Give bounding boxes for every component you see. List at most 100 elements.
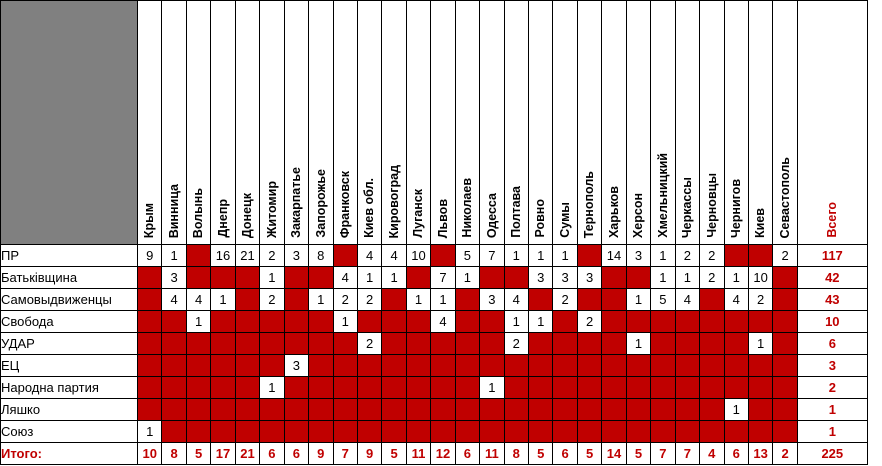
empty-cell <box>527 398 554 421</box>
seat-count-cell: 3 <box>161 266 187 289</box>
party-total: 1 <box>796 420 868 443</box>
empty-cell <box>650 420 676 443</box>
itogo-value: 7 <box>332 442 358 465</box>
seat-count-cell: 2 <box>747 288 774 311</box>
empty-cell <box>259 332 285 355</box>
seat-count-cell: 2 <box>772 244 798 267</box>
empty-cell <box>650 398 676 421</box>
seat-count-cell: 1 <box>747 332 774 355</box>
seat-count-cell: 4 <box>381 244 407 267</box>
empty-cell <box>527 288 554 311</box>
empty-cell <box>479 266 505 289</box>
seat-count-cell: 1 <box>625 332 652 355</box>
itogo-value: 6 <box>259 442 285 465</box>
seat-count-cell: 1 <box>454 266 481 289</box>
empty-cell <box>136 376 163 399</box>
party-name: Народна партия <box>0 376 138 399</box>
empty-cell <box>454 420 481 443</box>
seat-count-cell: 3 <box>576 266 603 289</box>
itogo-value: 11 <box>479 442 505 465</box>
region-header: Донецк <box>234 0 261 245</box>
party-name: Батьківщина <box>0 266 138 289</box>
region-header: Франковск <box>332 0 358 245</box>
empty-cell <box>332 376 358 399</box>
itogo-value: 5 <box>527 442 554 465</box>
region-header: Киев <box>747 0 774 245</box>
empty-cell <box>234 376 261 399</box>
seat-count-cell: 2 <box>699 266 725 289</box>
empty-cell <box>185 244 212 267</box>
seat-count-cell: 1 <box>308 288 334 311</box>
empty-cell <box>747 310 774 333</box>
empty-cell <box>625 266 652 289</box>
region-header: Ровно <box>527 0 554 245</box>
empty-cell <box>479 310 505 333</box>
party-row: Свобода 1 1 4 1 1 2 10 <box>0 310 868 333</box>
empty-cell <box>625 376 652 399</box>
itogo-value: 14 <box>601 442 627 465</box>
region-header: Херсон <box>625 0 652 245</box>
empty-cell <box>210 332 236 355</box>
itogo-value: 4 <box>699 442 725 465</box>
empty-cell <box>454 310 481 333</box>
empty-cell <box>552 332 578 355</box>
seat-count-cell: 2 <box>576 310 603 333</box>
empty-cell <box>332 398 358 421</box>
empty-cell <box>723 376 749 399</box>
itogo-value: 9 <box>356 442 383 465</box>
party-total: 2 <box>796 376 868 399</box>
party-row: Батьківщина 3 1 4 1 1 7 1 3 3 3 1 1 2 1 10 42 <box>0 266 868 289</box>
region-header: Закарпатье <box>283 0 310 245</box>
empty-cell <box>503 420 530 443</box>
region-header: Волынь <box>185 0 212 245</box>
seat-count-cell: 1 <box>503 310 530 333</box>
empty-cell <box>430 398 456 421</box>
empty-cell <box>699 420 725 443</box>
empty-cell <box>454 288 481 311</box>
empty-cell <box>185 332 212 355</box>
empty-cell <box>185 398 212 421</box>
seat-count-cell: 4 <box>356 244 383 267</box>
empty-cell <box>381 288 407 311</box>
region-name: Волынь <box>191 187 206 238</box>
region-name: Николаев <box>460 178 475 238</box>
empty-cell <box>772 288 798 311</box>
empty-cell <box>601 266 627 289</box>
empty-cell <box>405 266 432 289</box>
empty-cell <box>454 354 481 377</box>
empty-cell <box>210 398 236 421</box>
empty-cell <box>552 420 578 443</box>
empty-cell <box>430 354 456 377</box>
seat-count-cell: 1 <box>552 244 578 267</box>
region-name: Чернигов <box>728 179 743 238</box>
seat-count-cell: 9 <box>136 244 163 267</box>
party-row: ЕЦ 3 3 <box>0 354 868 377</box>
seat-count-cell: 2 <box>356 332 383 355</box>
empty-cell <box>625 420 652 443</box>
empty-cell <box>576 332 603 355</box>
seat-count-cell: 1 <box>723 266 749 289</box>
total-header: Всего <box>796 0 868 245</box>
itogo-value: 5 <box>625 442 652 465</box>
seat-count-cell: 1 <box>674 266 701 289</box>
seat-count-cell: 2 <box>259 288 285 311</box>
seat-count-cell: 8 <box>308 244 334 267</box>
itogo-value: 6 <box>283 442 310 465</box>
region-header: Луганск <box>405 0 432 245</box>
empty-cell <box>381 354 407 377</box>
empty-cell <box>650 332 676 355</box>
empty-cell <box>332 420 358 443</box>
empty-cell <box>308 376 334 399</box>
empty-cell <box>601 288 627 311</box>
empty-cell <box>747 376 774 399</box>
empty-cell <box>723 354 749 377</box>
empty-cell <box>723 310 749 333</box>
seat-count-cell: 7 <box>479 244 505 267</box>
empty-cell <box>405 376 432 399</box>
empty-cell <box>430 244 456 267</box>
empty-cell <box>308 420 334 443</box>
seat-count-cell: 1 <box>185 310 212 333</box>
empty-cell <box>699 288 725 311</box>
seat-count-cell: 4 <box>674 288 701 311</box>
region-header: Тернополь <box>576 0 603 245</box>
